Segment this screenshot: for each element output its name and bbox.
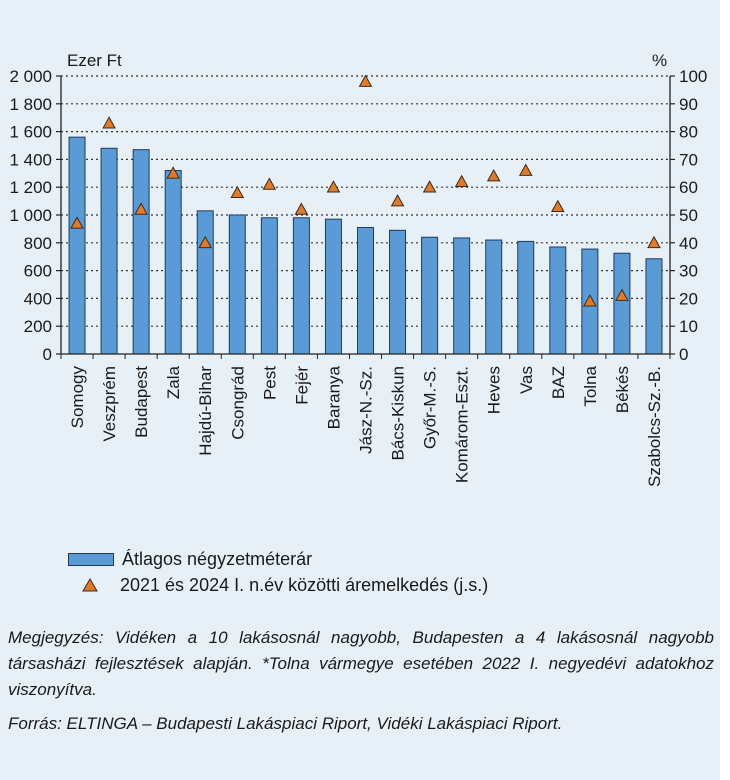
notes: Megjegyzés: Vidéken a 10 lakásosnál nagy… <box>8 625 714 745</box>
marker-11 <box>422 180 437 193</box>
right-tick-label: 20 <box>679 289 698 308</box>
category-label-11: Győr-M.-S. <box>421 366 440 449</box>
bar-10 <box>389 229 407 355</box>
marker-2 <box>134 202 148 215</box>
bar-7 <box>292 217 310 355</box>
marker-6 <box>262 177 277 190</box>
left-tick-label: 1 000 <box>9 206 52 225</box>
marker-8 <box>326 180 341 193</box>
category-label-13: Heves <box>485 366 504 414</box>
bar-17 <box>613 252 631 355</box>
marker-13 <box>486 169 501 182</box>
bar-5 <box>228 214 246 355</box>
category-label-8: Baranya <box>324 365 343 429</box>
marker-16 <box>583 294 597 307</box>
left-tick-label: 2 000 <box>9 67 52 86</box>
note-megjegyzes: Megjegyzés: Vidéken a 10 lakásosnál nagy… <box>8 628 714 699</box>
category-label-3: Zala <box>164 365 183 399</box>
category-label-17: Békés <box>613 366 632 413</box>
left-tick-label: 1 600 <box>9 123 52 142</box>
markers <box>70 74 661 307</box>
marker-3 <box>166 166 181 179</box>
category-label-18: Szabolcs-Sz.-B. <box>645 366 664 487</box>
right-axis-unit: % <box>652 51 667 70</box>
legend-triangle-icon <box>68 576 112 594</box>
category-label-0: Somogy <box>68 366 87 429</box>
category-label-9: Jász-N.-Sz. <box>357 366 376 454</box>
marker-9 <box>358 74 373 87</box>
category-label-7: Fejér <box>292 366 311 405</box>
axes <box>56 75 675 359</box>
bar-4 <box>196 210 214 355</box>
legend-bar-label: Átlagos négyzetméterár <box>122 548 313 569</box>
category-label-4: Hajdú-Bihar <box>196 366 215 456</box>
bar-6 <box>260 217 278 355</box>
left-tick-label: 600 <box>24 262 52 281</box>
right-tick-label: 10 <box>679 317 698 336</box>
bar-8 <box>324 218 342 355</box>
category-label-5: Csongrád <box>228 366 247 440</box>
left-tick-label: 800 <box>24 234 52 253</box>
marker-1 <box>102 116 116 129</box>
bar-9 <box>357 227 374 355</box>
legend-marker-label: 2021 és 2024 I. n.év közötti áremelkedés… <box>120 574 489 595</box>
category-label-12: Komárom-Eszt. <box>453 366 472 483</box>
left-tick-label: 0 <box>43 345 52 364</box>
bar-11 <box>421 236 439 355</box>
marker-10 <box>390 194 405 207</box>
legend-bar-swatch <box>68 552 114 566</box>
note-forras: Forrás: ELTINGA – Budapesti Lakáspiaci R… <box>8 714 563 733</box>
left-tick-label: 1 800 <box>9 95 52 114</box>
marker-18 <box>647 235 661 249</box>
legend: Átlagos négyzetméterár 2021 és 2024 I. n… <box>68 546 488 598</box>
category-label-1: Veszprém <box>100 366 119 442</box>
bar-3 <box>164 170 182 355</box>
right-tick-label: 30 <box>679 262 698 281</box>
right-tick-label: 0 <box>679 345 688 364</box>
marker-7 <box>294 202 309 215</box>
category-label-2: Budapest <box>132 366 151 438</box>
marker-4 <box>198 235 213 249</box>
left-tick-label: 1 200 <box>9 178 52 197</box>
grid-lines <box>61 75 670 327</box>
bars <box>68 136 663 355</box>
right-tick-label: 60 <box>679 178 698 197</box>
right-tick-label: 70 <box>679 150 698 169</box>
category-label-16: Tolna <box>581 365 600 406</box>
category-label-15: BAZ <box>549 366 568 399</box>
category-label-10: Bács-Kiskun <box>389 366 408 460</box>
legend-item-bar: Átlagos négyzetméterár <box>68 546 488 572</box>
bar-0 <box>68 136 86 355</box>
marker-12 <box>454 174 469 187</box>
marker-15 <box>550 199 565 212</box>
left-tick-label: 200 <box>24 317 52 336</box>
right-tick-label: 100 <box>679 67 707 86</box>
bar-1 <box>100 147 118 355</box>
category-label-14: Vas <box>517 366 536 394</box>
left-axis-unit: Ezer Ft <box>67 51 122 70</box>
bar-14 <box>517 240 535 355</box>
left-tick-label: 1 400 <box>9 150 52 169</box>
bar-15 <box>549 246 567 355</box>
right-tick-label: 40 <box>679 234 698 253</box>
marker-14 <box>518 163 533 176</box>
marker-5 <box>230 185 245 199</box>
bar-13 <box>485 239 503 355</box>
bar-12 <box>453 237 471 355</box>
bar-18 <box>645 258 663 355</box>
marker-17 <box>615 288 629 301</box>
legend-item-marker: 2021 és 2024 I. n.év közötti áremelkedés… <box>68 572 488 598</box>
right-tick-label: 80 <box>679 123 698 142</box>
bar-2 <box>132 149 150 355</box>
marker-0 <box>70 216 84 229</box>
right-tick-label: 90 <box>679 95 698 114</box>
left-tick-label: 400 <box>24 289 52 308</box>
right-tick-label: 50 <box>679 206 698 225</box>
category-label-6: Pest <box>260 366 279 400</box>
